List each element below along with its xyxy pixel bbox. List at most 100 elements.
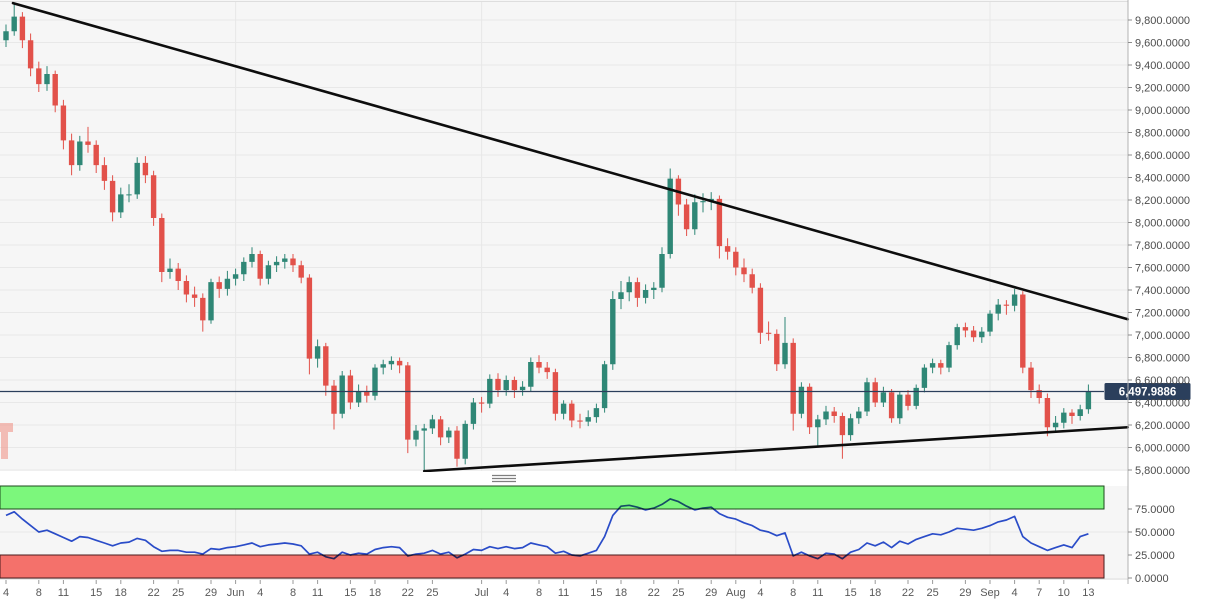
price-tick-label: 7,600.0000 (1135, 263, 1190, 275)
candle-up (77, 141, 83, 166)
candle-up (815, 419, 821, 428)
candle-down (68, 140, 75, 166)
candle-down (765, 332, 772, 334)
rsi-tick-label: 0.0000 (1135, 573, 1169, 585)
candle-down (536, 362, 542, 368)
candle-up (651, 287, 657, 290)
price-tick-label: 7,400.0000 (1135, 285, 1190, 297)
candle-up (642, 290, 649, 298)
time-tick-label: 15 (344, 587, 356, 599)
candle-down (290, 258, 296, 266)
candle-up (282, 258, 288, 262)
candle-up (167, 268, 173, 272)
candle-down (93, 144, 99, 166)
current-price-text: 6,497.9886 (1119, 386, 1177, 398)
candle-down (577, 420, 583, 422)
time-tick-label: 22 (147, 587, 159, 599)
time-tick-label: 15 (590, 587, 602, 599)
time-tick-label: 29 (205, 587, 217, 599)
candle-up (798, 386, 805, 414)
candle-up (413, 430, 419, 440)
candlesticks (3, 3, 1092, 472)
price-tick-label: 8,800.0000 (1135, 128, 1190, 140)
candle-down (323, 346, 329, 386)
candle-down (109, 180, 116, 213)
price-axis[interactable]: 9,800.0000 9,600.0000 9,400.0000 9,200.0000… (1127, 0, 1190, 585)
time-tick-label: 8 (36, 587, 42, 599)
candle-down (733, 251, 739, 268)
candle-up (626, 282, 632, 293)
time-tick-label: 22 (648, 587, 660, 599)
candle-down (757, 287, 764, 333)
candle-up (388, 360, 395, 365)
candle-down (52, 74, 58, 106)
candle-down (27, 40, 34, 69)
candle-down (905, 394, 911, 406)
ascending-support[interactable] (422, 425, 1130, 473)
price-tick-label: 8,000.0000 (1135, 218, 1190, 230)
price-tick-label: 9,000.0000 (1135, 105, 1190, 117)
candle-up (421, 428, 427, 431)
candle-down (60, 105, 67, 141)
candle-down (1036, 390, 1042, 398)
candle-down (347, 375, 354, 403)
pane-separator-handle[interactable] (492, 474, 516, 483)
candle-down (1044, 398, 1051, 428)
time-tick-label: 11 (812, 587, 823, 599)
time-tick-label: Jun (227, 587, 245, 599)
candle-down (396, 360, 403, 366)
price-tick-label: 7,800.0000 (1135, 240, 1190, 252)
time-tick-label: 8 (790, 587, 796, 599)
time-tick-label: Aug (726, 587, 746, 599)
candle-up (126, 194, 132, 196)
candle-up (610, 299, 616, 365)
candle-up (265, 265, 272, 279)
price-tick-label: 7,200.0000 (1135, 308, 1190, 320)
time-tick-label: 25 (672, 587, 684, 599)
candle-down (200, 297, 206, 321)
candle-up (273, 261, 280, 266)
candle-down (888, 392, 895, 419)
candle-up (700, 201, 706, 203)
main-pane-bg (0, 0, 1128, 471)
candle-down (478, 402, 485, 404)
candle-up (462, 423, 468, 459)
time-tick-label: 13 (1082, 587, 1094, 599)
candle-down (790, 342, 796, 414)
price-tick-label: 9,800.0000 (1135, 15, 1190, 27)
candle-down (831, 411, 837, 416)
time-tick-label: 18 (869, 587, 881, 599)
price-tick-label: 9,400.0000 (1135, 60, 1190, 72)
price-tick-label: 6,000.0000 (1135, 443, 1190, 455)
candle-up (692, 202, 698, 230)
price-tick-label: 6,400.0000 (1135, 398, 1190, 410)
candle-down (872, 382, 878, 403)
candle-down (306, 277, 313, 359)
candle-down (544, 367, 550, 373)
candle-down (962, 327, 969, 331)
candle-up (232, 274, 239, 279)
price-tick-label: 5,800.0000 (1135, 465, 1190, 477)
price-tick-label: 8,400.0000 (1135, 173, 1190, 185)
time-tick-label: 22 (402, 587, 414, 599)
time-tick-label: 25 (926, 587, 938, 599)
candle-up (593, 408, 600, 418)
time-axis[interactable] (0, 580, 1212, 603)
candle-down (454, 430, 460, 459)
candle-up (241, 261, 247, 275)
candle-down (150, 175, 157, 218)
candle-up (503, 380, 509, 391)
time-tick-label: 22 (902, 587, 914, 599)
candle-down (191, 294, 198, 298)
candle-down (806, 386, 813, 428)
time-tick-label: Jul (475, 587, 489, 599)
descending-resistance[interactable] (11, 1, 1130, 321)
candle-down (569, 403, 575, 421)
candle-down (175, 268, 181, 281)
time-tick-label: 25 (172, 587, 184, 599)
candle-up (921, 367, 928, 388)
time-tick-label: 7 (1036, 587, 1042, 599)
time-tick-label: 15 (90, 587, 102, 599)
